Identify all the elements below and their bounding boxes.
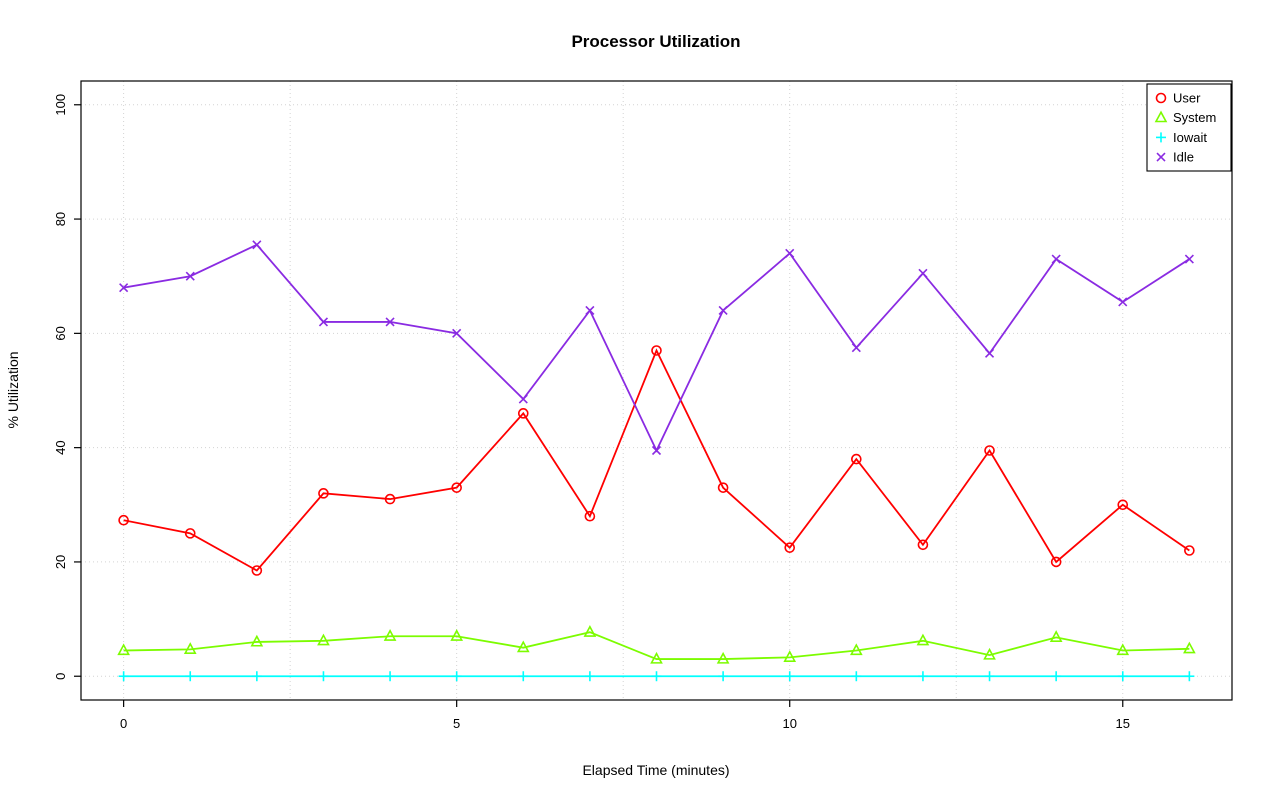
y-axis-title: % Utilization xyxy=(5,351,21,428)
series-line-user xyxy=(123,348,1190,572)
series-line-system xyxy=(123,631,1190,660)
series-idle xyxy=(119,240,1194,456)
series-line-idle xyxy=(123,243,1190,453)
axis-ticks: 0 5 10 15 0 20 40 60 80 100 xyxy=(53,94,1130,731)
x-tick-label: 15 xyxy=(1116,716,1130,731)
plot-area: 0 5 10 15 0 20 40 60 80 100 xyxy=(53,80,1233,731)
legend-item-idle: Idle xyxy=(1156,150,1194,165)
series-user xyxy=(118,345,1195,576)
legend-label: User xyxy=(1173,91,1201,106)
y-tick-label: 100 xyxy=(53,94,68,116)
x-tick-label: 10 xyxy=(782,716,796,731)
legend-item-system: System xyxy=(1154,110,1216,125)
y-tick-label: 20 xyxy=(53,555,68,569)
y-tick-label: 60 xyxy=(53,326,68,340)
series-iowait xyxy=(118,671,1195,682)
plot-border xyxy=(80,80,1233,701)
chart-title: Processor Utilization xyxy=(571,32,740,51)
legend-label: Idle xyxy=(1173,150,1194,165)
legend-item-user: User xyxy=(1155,91,1201,106)
y-tick-label: 40 xyxy=(53,440,68,454)
x-axis-title: Elapsed Time (minutes) xyxy=(582,762,729,778)
x-tick-label: 5 xyxy=(453,716,460,731)
y-tick-label: 0 xyxy=(53,673,68,680)
gridlines xyxy=(81,81,1232,700)
legend-item-iowait: Iowait xyxy=(1156,130,1207,145)
y-tick-label: 80 xyxy=(53,212,68,226)
x-tick-label: 0 xyxy=(120,716,127,731)
series-system xyxy=(117,625,1196,664)
legend-label: System xyxy=(1173,110,1216,125)
legend: User System Iowait Idle xyxy=(1146,83,1232,172)
legend-label: Iowait xyxy=(1173,130,1207,145)
